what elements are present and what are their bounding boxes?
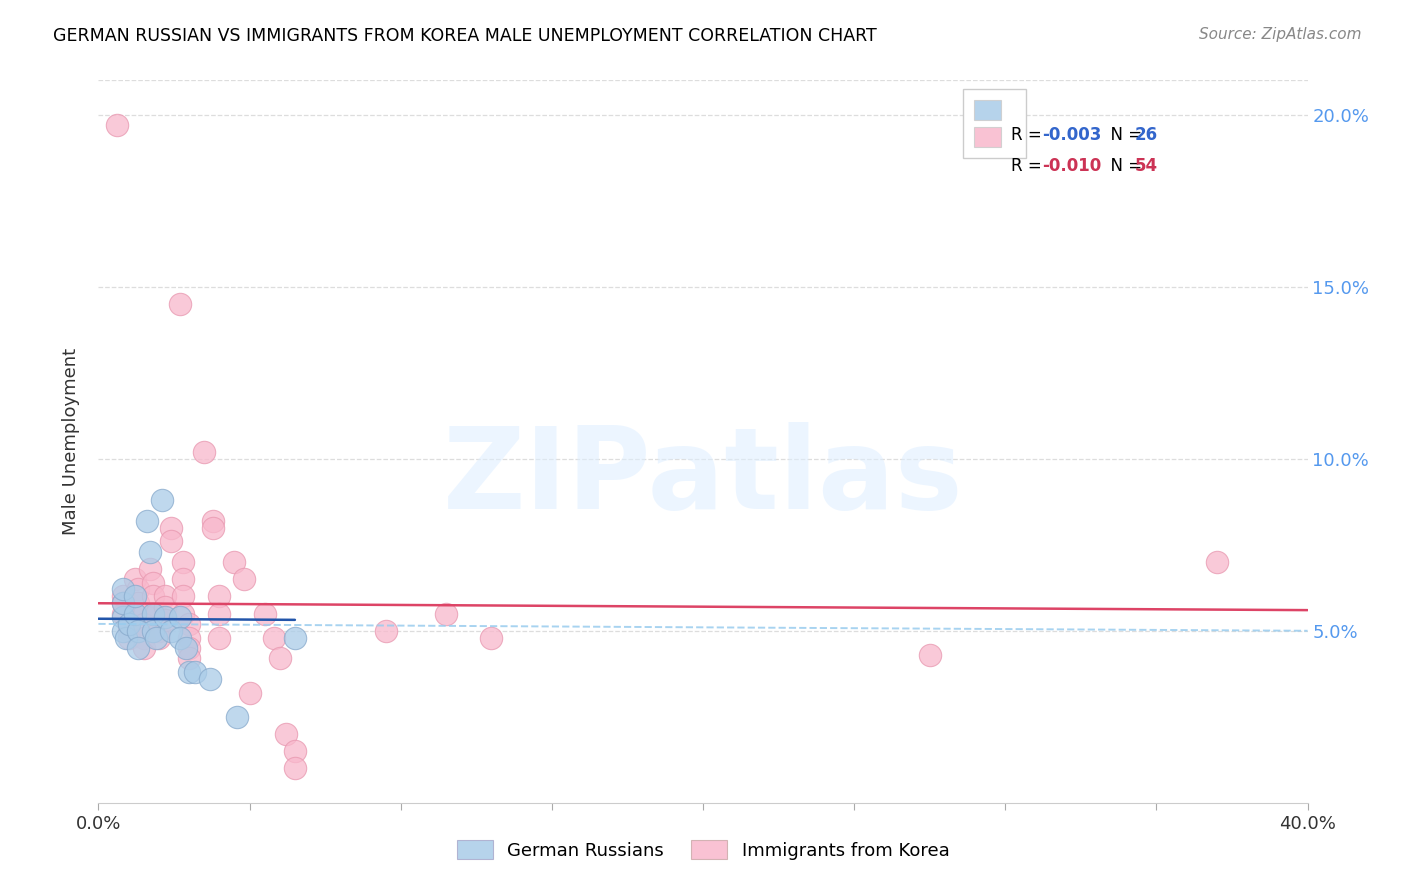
Point [145, 631, 167, 645]
Point [202, 514, 225, 528]
Point [434, 607, 457, 621]
Point [269, 651, 291, 665]
Point [284, 744, 307, 758]
Point [200, 672, 222, 686]
Point [481, 631, 503, 645]
Point [172, 607, 194, 621]
Point [169, 297, 191, 311]
Text: R =: R = [1011, 127, 1047, 145]
Point [132, 616, 155, 631]
Point [111, 624, 134, 638]
Point [1206, 555, 1229, 569]
Point [160, 624, 183, 638]
Point [174, 640, 197, 655]
Point [160, 520, 183, 534]
Point [153, 590, 176, 604]
Point [172, 572, 194, 586]
Point [118, 616, 141, 631]
Text: -0.010: -0.010 [1042, 156, 1101, 175]
Text: Source: ZipAtlas.com: Source: ZipAtlas.com [1198, 27, 1361, 42]
Point [179, 640, 201, 655]
Text: 54: 54 [1135, 156, 1159, 175]
Point [139, 562, 162, 576]
Point [139, 544, 162, 558]
Point [111, 590, 134, 604]
Point [374, 624, 396, 638]
Text: N =: N = [1099, 156, 1147, 175]
Point [124, 572, 146, 586]
Point [132, 631, 155, 645]
Point [224, 555, 246, 569]
Point [127, 596, 149, 610]
Point [142, 590, 165, 604]
Text: ZIPatlas: ZIPatlas [443, 422, 963, 533]
Point [179, 616, 201, 631]
Point [263, 631, 285, 645]
Point [118, 616, 141, 631]
Text: 26: 26 [1135, 127, 1159, 145]
Point [142, 575, 165, 590]
Legend: German Russians, Immigrants from Korea: German Russians, Immigrants from Korea [450, 833, 956, 867]
Point [132, 607, 155, 621]
Point [172, 555, 194, 569]
Text: R =: R = [1011, 156, 1047, 175]
Point [105, 118, 128, 132]
Point [239, 686, 262, 700]
Text: GERMAN RUSSIAN VS IMMIGRANTS FROM KOREA MALE UNEMPLOYMENT CORRELATION CHART: GERMAN RUSSIAN VS IMMIGRANTS FROM KOREA … [53, 27, 877, 45]
Point [118, 624, 141, 638]
Point [118, 631, 141, 645]
Point [179, 631, 201, 645]
Point [208, 607, 231, 621]
Point [145, 607, 167, 621]
Point [111, 607, 134, 621]
Point [918, 648, 941, 662]
Point [169, 631, 191, 645]
Point [208, 590, 231, 604]
Point [179, 665, 201, 679]
Point [127, 624, 149, 638]
Point [169, 610, 191, 624]
Y-axis label: Male Unemployment: Male Unemployment [62, 348, 80, 535]
Point [148, 631, 170, 645]
Point [124, 590, 146, 604]
Point [284, 761, 307, 775]
Point [124, 607, 146, 621]
Point [208, 631, 231, 645]
Legend: , : , [963, 89, 1026, 158]
Point [226, 710, 249, 724]
Point [142, 607, 165, 621]
Point [127, 640, 149, 655]
Point [127, 582, 149, 597]
Point [135, 514, 157, 528]
Point [179, 651, 201, 665]
Point [150, 493, 173, 508]
Point [153, 610, 176, 624]
Point [232, 572, 254, 586]
Point [111, 610, 134, 624]
Point [148, 624, 170, 638]
Point [111, 596, 134, 610]
Point [184, 665, 207, 679]
Point [202, 520, 225, 534]
Point [153, 599, 176, 614]
Point [114, 631, 136, 645]
Point [111, 596, 134, 610]
Point [142, 624, 165, 638]
Text: N =: N = [1099, 127, 1147, 145]
Point [160, 534, 183, 549]
Point [172, 590, 194, 604]
Point [193, 445, 215, 459]
Point [253, 607, 276, 621]
Point [111, 582, 134, 597]
Point [284, 631, 307, 645]
Text: -0.003: -0.003 [1042, 127, 1101, 145]
Point [132, 640, 155, 655]
Point [153, 614, 176, 628]
Point [274, 727, 297, 741]
